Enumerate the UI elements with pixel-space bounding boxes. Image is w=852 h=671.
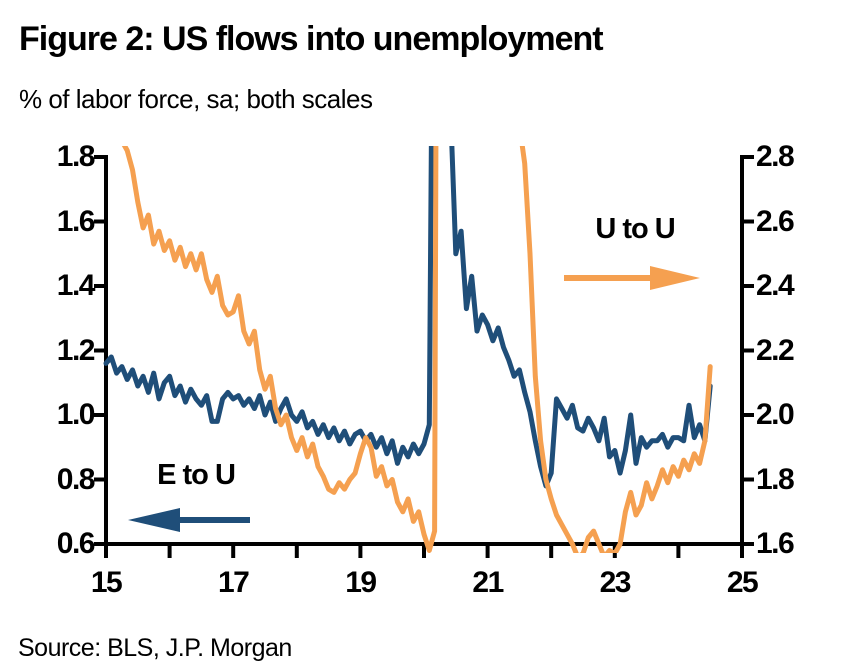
- right-axis-tick-label: 2.2: [756, 333, 795, 367]
- chart-title: Figure 2: US flows into unemployment: [19, 20, 604, 58]
- right-axis-tick-label: 1.8: [756, 462, 795, 496]
- right-axis-tick-label: 2.8: [756, 140, 795, 173]
- x-axis-tick-label: 25: [726, 566, 759, 599]
- legend-u-to-u: U to U: [595, 213, 675, 245]
- left-axis-tick-label: 0.8: [56, 462, 96, 496]
- left-axis-tick-label: 1.2: [56, 333, 96, 367]
- left-axis-tick-label: 1.4: [56, 269, 96, 302]
- series-group: [103, 146, 713, 553]
- chart-subtitle: % of labor force, sa; both scales: [19, 84, 373, 114]
- u-to-u-arrow-head-icon: [650, 266, 700, 290]
- right-axis-tick-label: 2.0: [756, 398, 795, 431]
- e-to-u-arrow-head-icon: [128, 508, 180, 532]
- x-axis-tick-label: 19: [345, 566, 377, 599]
- x-axis-tick-label: 17: [218, 566, 250, 599]
- legend-e-to-u: E to U: [157, 459, 236, 491]
- x-axis-tick-label: 15: [90, 566, 123, 599]
- left-axis-tick-label: 0.6: [56, 527, 96, 560]
- source-note: Source: BLS, J.P. Morgan: [18, 634, 292, 662]
- right-axis-tick-label: 2.4: [756, 269, 795, 302]
- x-axis-tick-label: 23: [599, 566, 632, 599]
- series-line-e-to-u: [103, 146, 713, 489]
- right-axis-tick-label: 1.6: [756, 527, 795, 560]
- x-axis-tick-label: 21: [472, 566, 504, 599]
- left-axis-tick-label: 1.0: [56, 398, 96, 431]
- left-axis-tick-label: 1.6: [56, 204, 96, 238]
- right-axis-tick-label: 2.6: [756, 204, 795, 238]
- series-line-u-to-u: [121, 146, 713, 553]
- left-axis-tick-label: 1.8: [56, 140, 96, 173]
